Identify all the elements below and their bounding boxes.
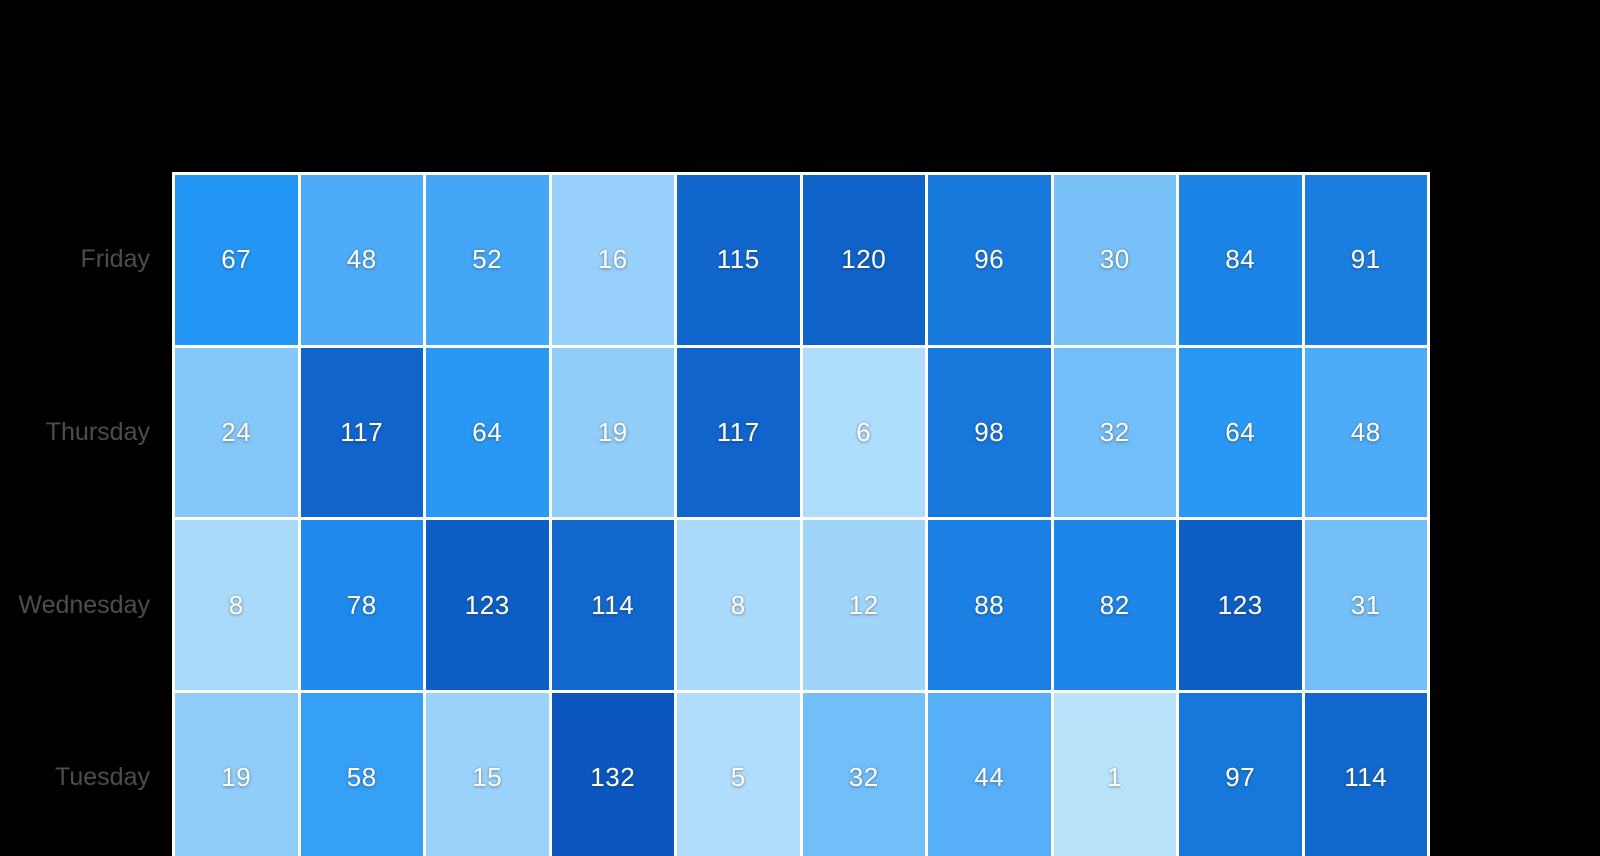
- cell-value: 117: [340, 417, 384, 448]
- cell-value: 123: [464, 589, 510, 620]
- heatmap-cell[interactable]: 132: [551, 693, 674, 856]
- cell-value: 96: [974, 244, 1005, 275]
- heatmap-cell[interactable]: 8: [677, 520, 800, 691]
- cell-value: 30: [1099, 244, 1130, 275]
- cell-value: 32: [1099, 417, 1130, 448]
- cell-value: 16: [597, 244, 628, 275]
- heatmap-cell[interactable]: 117: [300, 347, 423, 518]
- heatmap-cell[interactable]: 64: [426, 347, 549, 518]
- heatmap-cell[interactable]: 123: [426, 520, 549, 691]
- cell-value: 64: [472, 417, 503, 448]
- cell-value: 78: [346, 589, 377, 620]
- heatmap-cell[interactable]: 19: [551, 347, 674, 518]
- cell-value: 8: [228, 589, 244, 620]
- cell-value: 8: [730, 589, 746, 620]
- cell-value: 114: [1344, 762, 1388, 793]
- heatmap-cell[interactable]: 88: [928, 520, 1051, 691]
- cell-value: 88: [974, 589, 1005, 620]
- heatmap-cell[interactable]: 97: [1179, 693, 1302, 856]
- heatmap-cell[interactable]: 15: [426, 693, 549, 856]
- heatmap-cell[interactable]: 16: [551, 175, 674, 345]
- cell-value: 19: [597, 417, 628, 448]
- heatmap-grid: 67 48 52 16 115 120 96 30 84 91 24 117 64 19 117 6 98 32 6…: [172, 172, 1430, 856]
- heatmap-cell[interactable]: 82: [1053, 520, 1176, 691]
- heatmap-cell[interactable]: 48: [1304, 347, 1427, 518]
- cell-value: 97: [1225, 762, 1256, 793]
- heatmap-cell[interactable]: 98: [928, 347, 1051, 518]
- heatmap-cell[interactable]: 8: [175, 520, 298, 691]
- heatmap-cell[interactable]: 6: [802, 347, 925, 518]
- cell-value: 114: [591, 589, 635, 620]
- cell-value: 84: [1225, 244, 1256, 275]
- cell-value: 123: [1217, 589, 1263, 620]
- cell-value: 1: [1107, 762, 1123, 793]
- heatmap-cell[interactable]: 64: [1179, 347, 1302, 518]
- heatmap-cell[interactable]: 32: [802, 693, 925, 856]
- cell-value: 32: [848, 762, 879, 793]
- row-label-friday: Friday: [80, 245, 150, 274]
- cell-value: 120: [841, 244, 887, 275]
- cell-value: 132: [590, 762, 636, 793]
- cell-value: 82: [1099, 589, 1130, 620]
- heatmap-cell[interactable]: 84: [1179, 175, 1302, 345]
- heatmap-cell[interactable]: 5: [677, 693, 800, 856]
- heatmap-cell[interactable]: 24: [175, 347, 298, 518]
- cell-value: 115: [716, 244, 760, 275]
- row-label-wednesday: Wednesday: [18, 590, 150, 619]
- heatmap-cell[interactable]: 78: [300, 520, 423, 691]
- cell-value: 24: [221, 417, 252, 448]
- heatmap-cell[interactable]: 30: [1053, 175, 1176, 345]
- heatmap-cell[interactable]: 123: [1179, 520, 1302, 691]
- cell-value: 44: [974, 762, 1005, 793]
- heatmap-cell[interactable]: 114: [551, 520, 674, 691]
- heatmap-cell[interactable]: 67: [175, 175, 298, 345]
- heatmap-cell[interactable]: 115: [677, 175, 800, 345]
- cell-value: 67: [221, 244, 252, 275]
- cell-value: 52: [472, 244, 503, 275]
- cell-value: 48: [1350, 417, 1381, 448]
- heatmap-cell[interactable]: 1: [1053, 693, 1176, 856]
- cell-value: 117: [716, 417, 760, 448]
- cell-value: 5: [730, 762, 746, 793]
- cell-value: 64: [1225, 417, 1256, 448]
- heatmap-cell[interactable]: 120: [802, 175, 925, 345]
- heatmap-cell[interactable]: 44: [928, 693, 1051, 856]
- heatmap-cell[interactable]: 12: [802, 520, 925, 691]
- cell-value: 12: [848, 589, 879, 620]
- cell-value: 15: [472, 762, 503, 793]
- heatmap-cell[interactable]: 58: [300, 693, 423, 856]
- heatmap-cell[interactable]: 31: [1304, 520, 1427, 691]
- heatmap-cell[interactable]: 19: [175, 693, 298, 856]
- heatmap-cell[interactable]: 48: [300, 175, 423, 345]
- cell-value: 6: [856, 417, 872, 448]
- row-label-thursday: Thursday: [45, 418, 150, 447]
- heatmap-cell[interactable]: 52: [426, 175, 549, 345]
- cell-value: 58: [346, 762, 377, 793]
- cell-value: 48: [346, 244, 377, 275]
- heatmap-cell[interactable]: 32: [1053, 347, 1176, 518]
- cell-value: 91: [1350, 244, 1381, 275]
- row-label-tuesday: Tuesday: [55, 763, 150, 792]
- cell-value: 98: [974, 417, 1005, 448]
- heatmap-cell[interactable]: 114: [1304, 693, 1427, 856]
- heatmap-cell[interactable]: 117: [677, 347, 800, 518]
- cell-value: 19: [221, 762, 252, 793]
- heatmap-cell[interactable]: 91: [1304, 175, 1427, 345]
- cell-value: 31: [1350, 589, 1381, 620]
- heatmap-cell[interactable]: 96: [928, 175, 1051, 345]
